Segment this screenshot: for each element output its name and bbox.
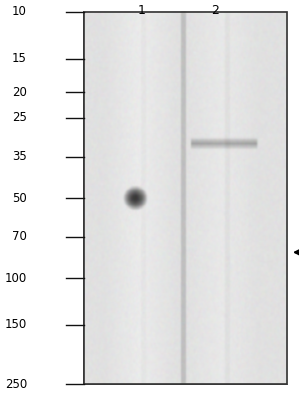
Text: 35: 35 (12, 150, 27, 163)
FancyBboxPatch shape (84, 12, 287, 384)
Text: 250: 250 (5, 378, 27, 390)
Text: 1: 1 (138, 4, 146, 16)
Text: 10: 10 (12, 6, 27, 18)
Text: 100: 100 (5, 272, 27, 285)
Text: 25: 25 (12, 111, 27, 124)
Text: 150: 150 (5, 318, 27, 332)
Text: 20: 20 (12, 86, 27, 99)
Text: 50: 50 (12, 192, 27, 204)
Text: 2: 2 (211, 4, 219, 16)
Text: 70: 70 (12, 230, 27, 243)
Text: 15: 15 (12, 52, 27, 65)
